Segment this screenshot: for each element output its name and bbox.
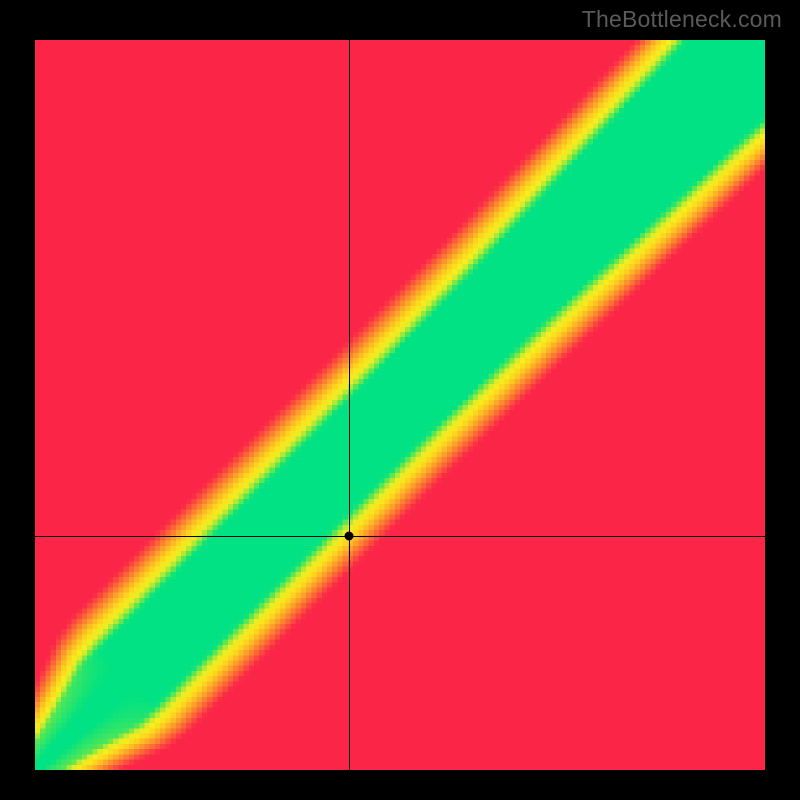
crosshair-vertical bbox=[349, 40, 350, 770]
crosshair-horizontal bbox=[35, 536, 765, 537]
plot-inner bbox=[35, 40, 765, 770]
chart-root: TheBottleneck.com bbox=[0, 0, 800, 800]
plot-area bbox=[35, 40, 765, 770]
watermark-text: TheBottleneck.com bbox=[582, 6, 782, 33]
crosshair-marker bbox=[344, 532, 353, 541]
heatmap-canvas bbox=[35, 40, 765, 770]
